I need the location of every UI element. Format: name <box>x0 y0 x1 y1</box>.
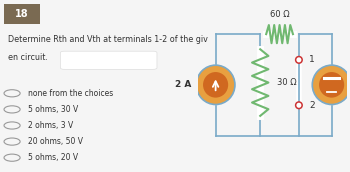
FancyBboxPatch shape <box>60 51 157 69</box>
Circle shape <box>296 57 302 63</box>
Text: 20 ohms, 50 V: 20 ohms, 50 V <box>28 137 83 146</box>
Text: 1: 1 <box>309 55 315 64</box>
Text: en circuit.: en circuit. <box>8 53 48 62</box>
Circle shape <box>203 72 228 98</box>
Circle shape <box>296 102 302 109</box>
Text: 60 Ω: 60 Ω <box>270 10 289 19</box>
Text: none from the choices: none from the choices <box>28 89 113 98</box>
Circle shape <box>319 72 344 98</box>
Text: 5 ohms, 30 V: 5 ohms, 30 V <box>28 105 78 114</box>
Text: 2 ohms, 3 V: 2 ohms, 3 V <box>28 121 74 130</box>
FancyBboxPatch shape <box>4 4 40 24</box>
Text: 2: 2 <box>309 101 315 110</box>
Circle shape <box>312 65 350 105</box>
Text: 30 Ω: 30 Ω <box>276 78 296 87</box>
Circle shape <box>196 65 235 105</box>
Text: Determine Rth and Vth at terminals 1-2 of the giv: Determine Rth and Vth at terminals 1-2 o… <box>8 35 208 44</box>
Text: 18: 18 <box>15 9 29 19</box>
Text: 5 ohms, 20 V: 5 ohms, 20 V <box>28 153 78 162</box>
Text: 2 A: 2 A <box>175 80 191 89</box>
